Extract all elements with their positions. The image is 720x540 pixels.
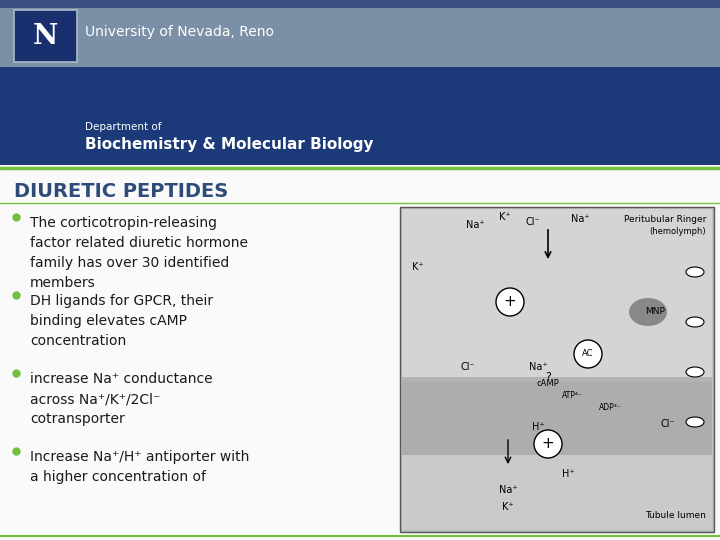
Text: ADP³⁻: ADP³⁻ [598,403,621,413]
Bar [402,377,712,457]
Text: increase Na⁺ conductance
across Na⁺/K⁺/2Cl⁻
cotransporter: increase Na⁺ conductance across Na⁺/K⁺/2… [30,372,212,426]
Text: cAMP: cAMP [536,380,559,388]
Bar [402,455,712,530]
Ellipse shape [686,417,704,427]
Bar [400,207,714,532]
Text: K⁺: K⁺ [412,262,424,272]
Circle shape [496,288,524,316]
Text: Na⁺: Na⁺ [528,362,547,372]
Circle shape [534,430,562,458]
Text: Tubule lumen: Tubule lumen [645,511,706,520]
Text: DIURETIC PEPTIDES: DIURETIC PEPTIDES [14,182,228,201]
Text: DH ligands for GPCR, their
binding elevates cAMP
concentration: DH ligands for GPCR, their binding eleva… [30,294,213,348]
Bar [0,0,720,70]
Bar [0,67,720,165]
Text: Biochemistry & Molecular Biology: Biochemistry & Molecular Biology [85,138,374,152]
Text: ?: ? [545,372,551,382]
Text: Na⁺: Na⁺ [466,220,485,230]
Text: University of Nevada, Reno: University of Nevada, Reno [85,25,274,39]
Text: Cl⁻: Cl⁻ [526,217,540,227]
Text: MNP: MNP [645,307,665,316]
Text: The corticotropin-releasing
factor related diuretic hormone
family has over 30 i: The corticotropin-releasing factor relat… [30,216,248,290]
Text: K⁺: K⁺ [499,212,510,222]
Text: (hemolymph): (hemolymph) [649,227,706,236]
Bar [402,209,712,382]
Bar [0,0,720,8]
Text: N: N [32,23,58,50]
Text: Cl⁻: Cl⁻ [461,362,475,372]
Ellipse shape [686,367,704,377]
Text: Na⁺: Na⁺ [571,214,589,224]
Text: H⁺: H⁺ [562,469,575,479]
Text: Na⁺: Na⁺ [499,485,517,495]
Text: Department of: Department of [85,122,161,132]
Text: Cl⁻: Cl⁻ [661,419,675,429]
Text: K⁺: K⁺ [502,502,514,512]
Text: ATP⁴⁻: ATP⁴⁻ [562,392,582,401]
Bar [14,10,77,62]
Text: +: + [503,294,516,309]
Text: Increase Na⁺/H⁺ antiporter with
a higher concentration of: Increase Na⁺/H⁺ antiporter with a higher… [30,450,249,484]
Ellipse shape [629,298,667,326]
Circle shape [574,340,602,368]
Text: H⁺: H⁺ [531,422,544,432]
Text: AC: AC [582,349,594,359]
Ellipse shape [686,267,704,277]
Text: +: + [541,436,554,451]
Text: Peritubular Ringer: Peritubular Ringer [624,215,706,224]
Ellipse shape [686,317,704,327]
Bar [14,10,77,62]
